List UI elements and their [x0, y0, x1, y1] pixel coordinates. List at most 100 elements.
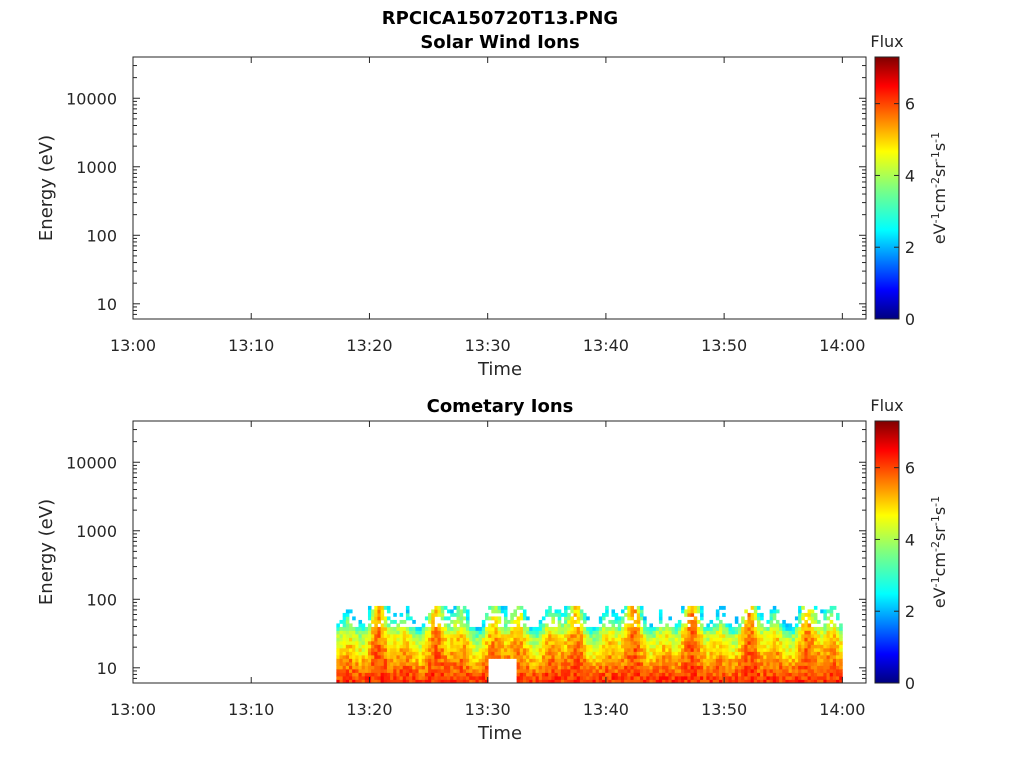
spectrogram-cell: [627, 640, 631, 645]
spectrogram-cell: [782, 640, 786, 645]
spectrogram-cell: [633, 619, 638, 624]
spectrogram-cell: [573, 654, 578, 659]
spectrogram-cell: [766, 633, 771, 638]
spectrogram-cell: [456, 633, 461, 638]
spectrogram-cell: [428, 679, 432, 684]
spectrogram-cell: [355, 651, 359, 656]
spectrogram-cell: [447, 630, 451, 635]
spectrogram-cell: [342, 672, 347, 677]
spectrogram-cell: [760, 651, 764, 656]
spectrogram-cell: [810, 675, 815, 680]
spectrogram-cell: [440, 644, 445, 649]
spectrogram-cell: [665, 675, 669, 680]
spectrogram-cell: [709, 661, 714, 666]
spectrogram-cell: [782, 665, 786, 670]
spectrogram-cell: [380, 616, 385, 621]
spectrogram-cell: [342, 658, 347, 663]
spectrogram-cell: [507, 619, 511, 624]
spectrogram-cell: [519, 633, 524, 638]
spectrogram-cell: [677, 644, 682, 649]
spectrogram-cell: [364, 672, 369, 677]
spectrogram-cell: [412, 661, 416, 666]
solar-wind-colorbar-units: eV-1cm-2sr-1s-1: [929, 132, 949, 244]
spectrogram-cell: [677, 654, 682, 659]
spectrogram-cell: [807, 626, 812, 631]
spectrogram-cell: [655, 654, 660, 659]
spectrogram-cell: [447, 633, 451, 638]
spectrogram-cell: [374, 619, 378, 624]
spectrogram-cell: [453, 679, 457, 684]
spectrogram-cell: [712, 672, 717, 677]
spectrogram-cell: [386, 658, 391, 663]
spectrogram-cell: [646, 644, 650, 649]
spectrogram-cell: [760, 644, 764, 649]
spectrogram-cell: [415, 633, 419, 638]
spectrogram-cell: [349, 679, 353, 684]
spectrogram-cell: [624, 658, 628, 663]
spectrogram-cell: [722, 612, 726, 617]
spectrogram-cell: [703, 651, 707, 656]
spectrogram-cell: [728, 661, 733, 666]
spectrogram-cell: [443, 665, 448, 670]
spectrogram-cell: [364, 679, 369, 684]
spectrogram-cell: [443, 644, 448, 649]
spectrogram-cell: [823, 623, 827, 628]
spectrogram-cell: [731, 640, 736, 645]
spectrogram-cell: [760, 633, 764, 638]
spectrogram-cell: [358, 651, 363, 656]
spectrogram-cell: [681, 633, 685, 638]
spectrogram-cell: [810, 672, 815, 677]
spectrogram-cell: [336, 654, 340, 659]
spectrogram-cell: [775, 651, 780, 656]
spectrogram-cell: [434, 647, 438, 652]
spectrogram-cell: [703, 640, 707, 645]
spectrogram-cell: [662, 651, 666, 656]
spectrogram-cell: [459, 665, 464, 670]
spectrogram-cell: [383, 630, 388, 635]
spectrogram-cell: [820, 672, 824, 677]
spectrogram-cell: [839, 640, 843, 645]
spectrogram-cell: [703, 679, 707, 684]
spectrogram-cell: [760, 654, 764, 659]
spectrogram-cell: [374, 616, 378, 621]
spectrogram-cell: [772, 651, 777, 656]
spectrogram-cell: [491, 609, 495, 614]
spectrogram-cell: [583, 619, 587, 624]
spectrogram-cell: [624, 605, 628, 610]
spectrogram-cell: [592, 654, 597, 659]
spectrogram-cell: [788, 637, 793, 642]
spectrogram-cell: [415, 640, 419, 645]
spectrogram-cell: [399, 668, 404, 673]
spectrogram-cell: [760, 626, 764, 631]
spectrogram-cell: [709, 647, 714, 652]
spectrogram-cell: [573, 619, 578, 624]
spectrogram-cell: [703, 633, 707, 638]
spectrogram-cell: [418, 630, 423, 635]
spectrogram-cell: [598, 630, 603, 635]
spectrogram-cell: [747, 637, 752, 642]
spectrogram-cell: [605, 644, 609, 649]
spectrogram-cell: [488, 616, 492, 621]
spectrogram-cell: [424, 637, 429, 642]
spectrogram-cell: [614, 616, 619, 621]
spectrogram-cell: [700, 658, 704, 663]
spectrogram-cell: [390, 665, 394, 670]
spectrogram-cell: [617, 651, 622, 656]
spectrogram-cell: [570, 654, 574, 659]
spectrogram-cell: [405, 630, 410, 635]
spectrogram-cell: [712, 623, 717, 628]
spectrogram-cell: [620, 637, 625, 642]
spectrogram-cell: [592, 658, 597, 663]
spectrogram-cell: [560, 672, 565, 677]
spectrogram-cell: [756, 633, 761, 638]
spectrogram-cell: [469, 630, 473, 635]
spectrogram-cell: [488, 623, 492, 628]
spectrogram-cell: [734, 619, 739, 624]
spectrogram-cell: [469, 654, 473, 659]
spectrogram-cell: [418, 651, 423, 656]
spectrogram-cell: [769, 644, 774, 649]
cometary-x-tick-label: 13:20: [346, 700, 392, 719]
spectrogram-cell: [763, 672, 767, 677]
spectrogram-cell: [507, 654, 511, 659]
spectrogram-cell: [402, 654, 407, 659]
